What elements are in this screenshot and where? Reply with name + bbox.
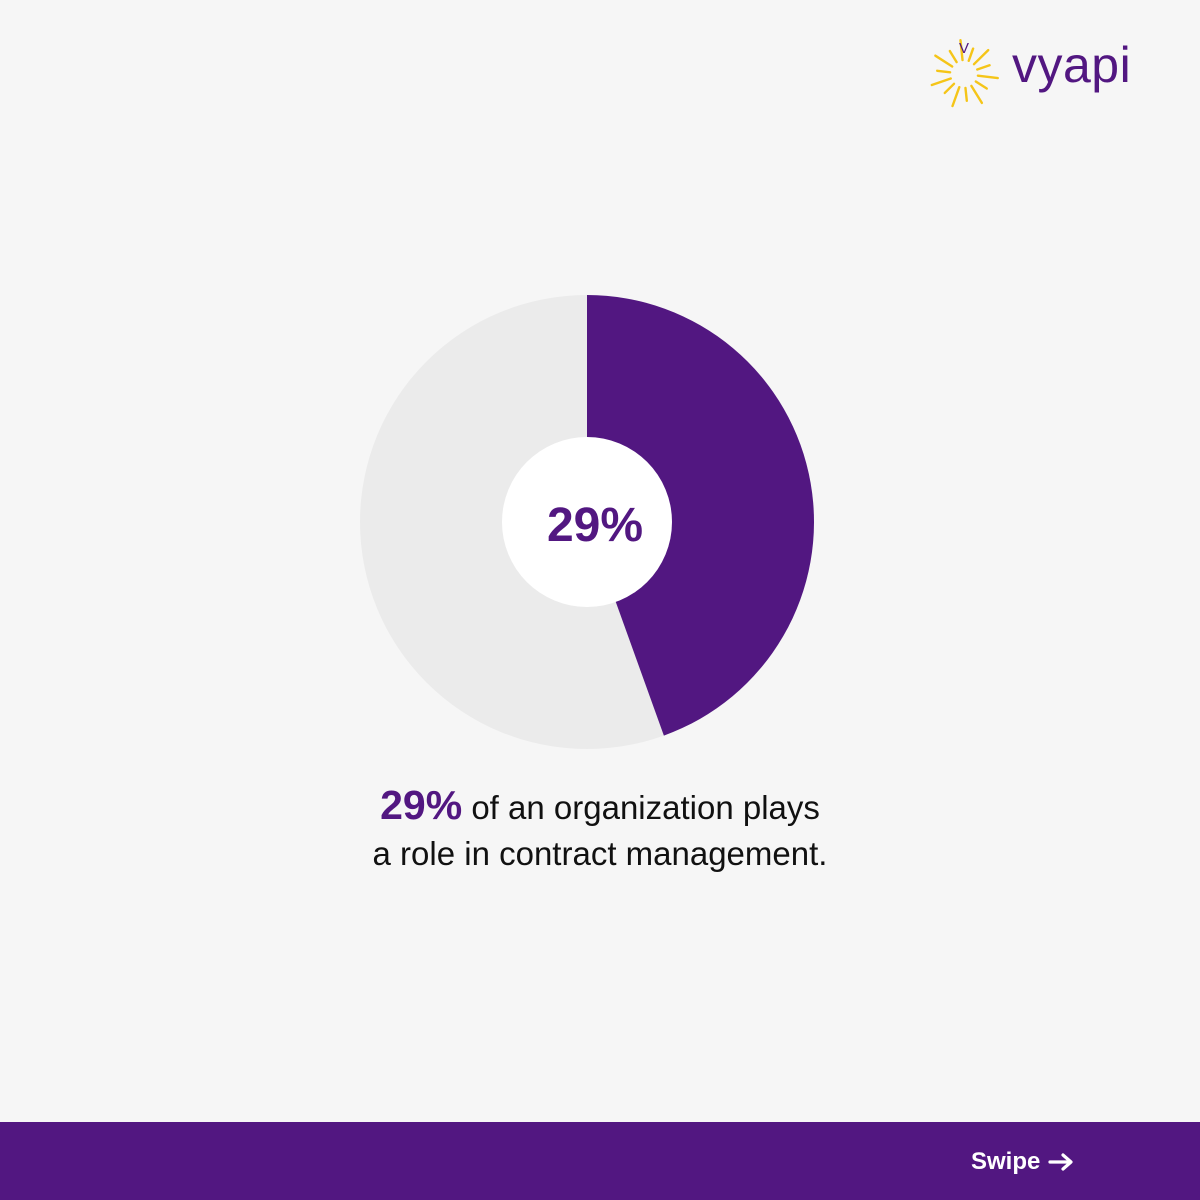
swipe-button[interactable]: Swipe [971, 1148, 1076, 1176]
arrow-right-icon [1048, 1153, 1073, 1171]
pie-slice-29-percent [587, 295, 814, 736]
logo-ray [934, 54, 954, 68]
logo-ray [948, 49, 958, 64]
caption-line-2: a role in contract management. [372, 835, 828, 872]
donut-hole [502, 437, 672, 607]
logo-ray [964, 86, 969, 103]
logo-ray [976, 64, 991, 71]
caption-highlight: 29% [380, 782, 463, 828]
stat-caption: 29% of an organization plays a role in c… [0, 782, 1200, 877]
caption-line-1-text: of an organization plays [462, 789, 820, 826]
brand-logo: V vyapi [926, 34, 1156, 110]
logo-ray [970, 84, 984, 105]
logo-ray [959, 38, 964, 62]
logo-letter: V [959, 40, 969, 57]
caption-line-1: 29% of an organization plays [0, 782, 1200, 831]
logo-ray [943, 82, 956, 95]
donut-chart: 29% [360, 295, 814, 749]
logo-ray [972, 48, 990, 66]
logo-ray [930, 77, 952, 87]
logo-ray [976, 74, 999, 80]
logo-ray [935, 69, 952, 74]
chart-center-label: 29% [547, 499, 643, 552]
brand-wordmark: vyapi [1012, 37, 1132, 93]
logo-ray [974, 80, 988, 90]
swipe-label: Swipe [971, 1148, 1041, 1175]
footer-bar: Swipe [0, 1122, 1200, 1200]
logo-ray [967, 47, 975, 63]
sunburst-logo-icon: V [930, 38, 999, 108]
logo-ray [951, 85, 961, 108]
